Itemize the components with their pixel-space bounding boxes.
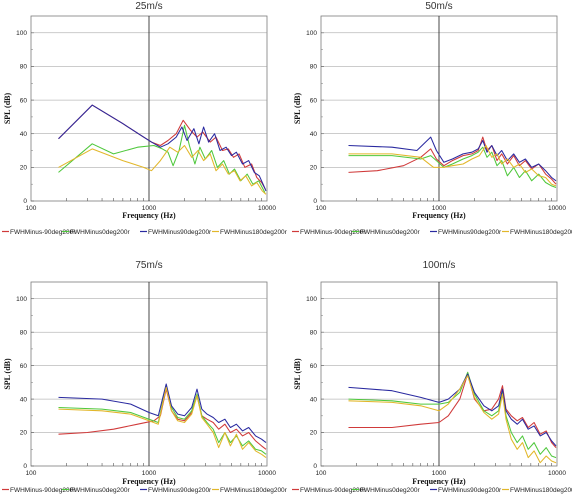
legend-entry: FWHMinus0deg200r [360,229,420,236]
series-line-3 [58,383,267,444]
y-tick-label: 80 [310,64,318,71]
x-axis-label: Frequency (Hz) [412,477,466,486]
y-tick-label: 40 [310,396,318,403]
chart-title: 100m/s [423,260,456,271]
y-tick-label: 80 [20,329,28,336]
y-tick-label: 60 [310,363,318,370]
y-tick-label: 0 [313,198,317,205]
y-tick-label: 0 [313,463,317,470]
series-line-4 [348,375,557,464]
legend-entry: FWHMinus90deg200r [438,229,502,236]
x-tick-label: 100 [316,470,327,477]
series-line-4 [58,386,267,459]
y-tick-label: 40 [20,396,28,403]
y-tick-label: 80 [310,329,318,336]
series-line-3 [58,104,267,192]
legend-entry: FWHMinus180deg200r [220,229,288,236]
x-tick-label: 10000 [548,470,566,477]
series-line-1 [348,373,557,448]
series-line-3 [348,136,557,182]
y-axis-label: SPL (dB) [293,358,302,390]
y-tick-label: 100 [16,296,27,303]
chart-title: 75m/s [135,260,162,271]
y-tick-label: 80 [20,64,28,71]
y-tick-label: 20 [20,430,28,437]
y-tick-label: 100 [306,296,317,303]
y-tick-label: 20 [310,430,318,437]
x-tick-label: 1000 [142,470,157,477]
y-tick-label: 20 [310,165,318,172]
y-tick-label: 60 [20,363,28,370]
series-line-4 [58,144,267,195]
series-line-4 [348,144,557,187]
chart-title: 25m/s [135,1,162,12]
legend-entry: FWHMinus180deg200r [510,229,572,236]
legend-entry: FWHMinus-90deg200r [300,229,366,236]
legend-entry: FWHMinus0deg200r [70,229,130,236]
x-tick-label: 100 [26,205,37,212]
legend-entry: FWHMinus0deg200r [70,487,130,494]
y-tick-label: 0 [23,463,27,470]
y-tick-label: 40 [20,131,28,138]
series-line-2 [348,371,557,459]
legend-entry: FWHMinus90deg200r [148,229,212,236]
series-line-2 [348,146,557,188]
y-axis-label: SPL (dB) [3,358,12,390]
y-tick-label: 60 [20,97,28,104]
legend-entry: FWHMinus-90deg200r [10,229,76,236]
x-tick-label: 1000 [432,205,447,212]
y-tick-label: 0 [23,198,27,205]
x-axis-label: Frequency (Hz) [412,211,466,220]
x-tick-label: 1000 [142,205,157,212]
x-tick-label: 10000 [258,205,276,212]
y-axis-label: SPL (dB) [3,92,12,124]
x-tick-label: 100 [316,205,327,212]
legend-entry: FWHMinus-90deg200r [300,487,366,494]
legend-entry: FWHMinus-90deg200r [10,487,76,494]
chart-panel-3: 0 20 40 60 80 100 100 1000 10000 75m/s Frequency (… [2,260,288,494]
chart-panel-4: 0 20 40 60 80 100 100 1000 10000 100m/s Frequency … [292,260,572,494]
y-axis-label: SPL (dB) [293,92,302,124]
y-tick-label: 100 [16,30,27,37]
chart-panel-2: 0 20 40 60 80 100 100 1000 10000 50m/s Frequency (… [292,1,572,236]
chart-title: 50m/s [425,1,452,12]
legend-entry: FWHMinus90deg200r [148,487,212,494]
x-tick-label: 1000 [432,470,447,477]
legend-entry: FWHMinus180deg200r [510,487,572,494]
legend-entry: FWHMinus180deg200r [220,487,288,494]
legend-entry: FWHMinus0deg200r [360,487,420,494]
x-tick-label: 100 [26,470,37,477]
y-tick-label: 20 [20,165,28,172]
x-axis-label: Frequency (Hz) [122,477,176,486]
y-tick-label: 60 [310,97,318,104]
y-tick-label: 100 [306,30,317,37]
x-tick-label: 10000 [548,205,566,212]
legend-entry: FWHMinus90deg200r [438,487,502,494]
x-tick-label: 10000 [258,470,276,477]
chart-panel-1: 0 20 40 60 80 100 100 1000 10000 25m/s Frequency (… [2,1,288,236]
y-tick-label: 40 [310,131,318,138]
x-axis-label: Frequency (Hz) [122,211,176,220]
series-line-3 [348,373,557,447]
